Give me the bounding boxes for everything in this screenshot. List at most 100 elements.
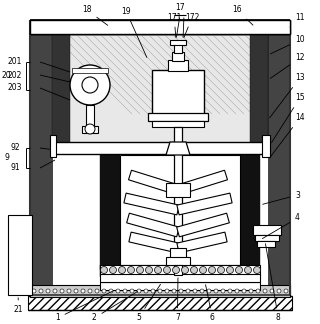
Polygon shape xyxy=(166,142,190,155)
Circle shape xyxy=(244,267,252,273)
Circle shape xyxy=(95,289,99,293)
Text: 20: 20 xyxy=(1,71,11,79)
Text: 7: 7 xyxy=(175,278,180,322)
Bar xyxy=(170,40,186,45)
Circle shape xyxy=(137,289,141,293)
Circle shape xyxy=(209,267,215,273)
Bar xyxy=(30,285,290,297)
Circle shape xyxy=(207,289,211,293)
Text: 203: 203 xyxy=(8,84,22,92)
Text: 19: 19 xyxy=(121,6,147,57)
Bar xyxy=(8,215,32,295)
Circle shape xyxy=(270,289,274,293)
Circle shape xyxy=(32,289,36,293)
Circle shape xyxy=(146,267,153,273)
Polygon shape xyxy=(177,193,232,215)
Circle shape xyxy=(137,267,143,273)
Circle shape xyxy=(70,65,110,105)
Text: 6: 6 xyxy=(205,285,215,322)
Circle shape xyxy=(236,267,243,273)
Circle shape xyxy=(123,289,127,293)
Text: 3: 3 xyxy=(263,191,300,204)
Circle shape xyxy=(181,267,188,273)
Text: 92: 92 xyxy=(10,144,20,153)
Circle shape xyxy=(85,124,95,134)
Circle shape xyxy=(127,267,134,273)
Circle shape xyxy=(46,289,50,293)
Text: 13: 13 xyxy=(270,74,305,118)
Polygon shape xyxy=(177,213,229,237)
Bar xyxy=(30,20,290,34)
Bar xyxy=(100,274,260,282)
Bar xyxy=(166,183,190,197)
Circle shape xyxy=(179,289,183,293)
Circle shape xyxy=(172,267,180,273)
Bar xyxy=(86,105,94,127)
Circle shape xyxy=(193,289,197,293)
Bar xyxy=(120,155,240,265)
Bar xyxy=(100,265,260,277)
Polygon shape xyxy=(177,170,228,195)
Circle shape xyxy=(155,267,162,273)
Circle shape xyxy=(158,289,162,293)
Circle shape xyxy=(81,289,85,293)
Circle shape xyxy=(256,289,260,293)
Bar xyxy=(255,235,279,241)
Circle shape xyxy=(221,289,225,293)
Bar xyxy=(174,265,182,275)
Polygon shape xyxy=(177,232,227,253)
Circle shape xyxy=(172,289,176,293)
Bar xyxy=(82,126,98,133)
Circle shape xyxy=(277,289,281,293)
Text: 21: 21 xyxy=(14,298,23,315)
Bar xyxy=(50,135,56,157)
Polygon shape xyxy=(124,193,179,215)
Circle shape xyxy=(130,289,134,293)
Circle shape xyxy=(74,289,78,293)
Bar xyxy=(52,34,70,144)
Bar xyxy=(52,142,268,154)
Circle shape xyxy=(214,289,218,293)
Bar xyxy=(52,34,268,144)
Text: 91: 91 xyxy=(10,164,20,172)
Bar xyxy=(268,32,290,295)
Circle shape xyxy=(144,289,148,293)
Text: 11: 11 xyxy=(290,14,305,27)
Bar xyxy=(30,32,52,295)
Text: 12: 12 xyxy=(270,53,305,78)
Circle shape xyxy=(53,289,57,293)
Text: 5: 5 xyxy=(136,284,160,322)
Circle shape xyxy=(164,267,171,273)
Text: 17: 17 xyxy=(175,4,185,13)
Circle shape xyxy=(199,267,206,273)
Polygon shape xyxy=(127,213,179,237)
Circle shape xyxy=(227,267,234,273)
Text: 15: 15 xyxy=(271,94,305,143)
Text: 172: 172 xyxy=(184,13,199,37)
Circle shape xyxy=(253,267,260,273)
Circle shape xyxy=(60,289,64,293)
Bar xyxy=(152,70,204,115)
Circle shape xyxy=(109,267,116,273)
Circle shape xyxy=(67,289,71,293)
Text: 4: 4 xyxy=(262,214,300,238)
Text: 201: 201 xyxy=(8,57,22,66)
Circle shape xyxy=(118,267,125,273)
Bar xyxy=(148,113,208,121)
Bar xyxy=(168,60,188,71)
Circle shape xyxy=(151,289,155,293)
Circle shape xyxy=(109,289,113,293)
Bar xyxy=(100,282,260,290)
Bar xyxy=(100,155,120,270)
Circle shape xyxy=(88,289,92,293)
Text: 8: 8 xyxy=(266,244,281,322)
Text: 10: 10 xyxy=(270,36,305,54)
Bar xyxy=(30,20,290,34)
Text: 202: 202 xyxy=(8,71,22,79)
Circle shape xyxy=(116,289,120,293)
Bar xyxy=(170,248,186,258)
Text: 9: 9 xyxy=(4,154,9,163)
Bar xyxy=(166,257,190,265)
Text: 14: 14 xyxy=(270,113,305,158)
Circle shape xyxy=(218,267,225,273)
